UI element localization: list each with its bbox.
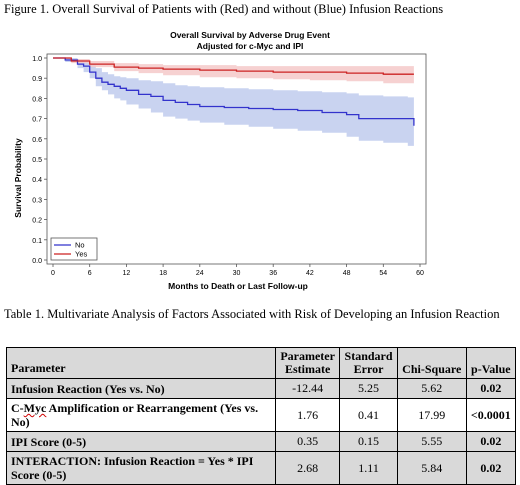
header-estimate: Parameter Estimate (274, 347, 341, 379)
y-tick-label: 0.6 (32, 137, 42, 144)
cell-standard-error: 5.25 (339, 378, 398, 399)
figure-caption: Figure 1. Overall Survival of Patients w… (4, 2, 444, 16)
header-se-line2: Error (353, 362, 384, 376)
y-tick-label: 0.9 (32, 76, 42, 83)
y-tick-label: 0.0 (32, 258, 42, 265)
cell-estimate: 1.76 (274, 398, 341, 432)
row-label: Infusion Reaction (Yes vs. No) (6, 378, 276, 399)
cell-p-value: <0.0001 (465, 398, 517, 432)
x-tick-label: 36 (269, 270, 277, 277)
x-tick-label: 24 (196, 270, 204, 277)
legend-label-yes: Yes (75, 250, 87, 259)
legend-label-no: No (75, 241, 85, 250)
y-tick-label: 0.5 (32, 157, 42, 164)
header-parameter: Parameter (6, 347, 276, 379)
survival-line-no (53, 57, 415, 126)
cell-chi-square: 5.84 (396, 451, 467, 485)
row-label-text-spellcheck: Myc (23, 401, 47, 415)
y-tick-label: 0.1 (32, 238, 42, 245)
cell-p-value: 0.02 (465, 378, 517, 399)
row-label-text: IPI Score (0-5) (11, 434, 87, 449)
y-tick-label: 0.4 (32, 177, 42, 184)
chart-title: Overall Survival by Adverse Drug Event (170, 30, 330, 40)
x-tick-label: 48 (343, 270, 351, 277)
x-tick-label: 6 (88, 270, 92, 277)
cell-chi-square: 5.62 (396, 378, 467, 399)
multivariate-table: Parameter Parameter Estimate Standard Er… (6, 347, 517, 485)
x-tick-label: 18 (159, 270, 167, 277)
confidence-band-no (53, 58, 414, 148)
x-tick-label: 54 (379, 270, 387, 277)
y-tick-label: 0.7 (32, 117, 42, 124)
table-header-row: Parameter Parameter Estimate Standard Er… (6, 347, 517, 379)
row-label-text: Infusion Reaction (Yes vs. No) (11, 381, 165, 396)
header-estimate-line1: Parameter (280, 349, 335, 363)
cell-standard-error: 1.11 (339, 451, 398, 485)
confidence-band-yes (53, 58, 414, 85)
table-row: IPI Score (0-5) 0.35 0.15 5.55 0.02 (6, 431, 517, 452)
table-caption: Table 1. Multivariate Analysis of Factor… (4, 307, 500, 321)
cell-p-value: 0.02 (465, 431, 517, 452)
table-row: C-Myc Amplification or Rearrangement (Ye… (6, 398, 517, 432)
header-standard-error: Standard Error (339, 347, 398, 379)
header-estimate-line2: Estimate (284, 362, 331, 376)
y-axis-label: Survival Probability (13, 138, 23, 218)
table-row: INTERACTION: Infusion Reaction = Yes * I… (6, 451, 517, 485)
x-tick-label: 0 (51, 270, 55, 277)
chart-subtitle: Adjusted for c-Myc and IPI (197, 41, 304, 51)
legend-box (50, 237, 98, 261)
x-tick-label: 30 (233, 270, 241, 277)
y-tick-label: 0.3 (32, 197, 42, 204)
survival-line-yes (53, 57, 414, 75)
cell-standard-error: 0.15 (339, 431, 398, 452)
cell-chi-square: 17.99 (396, 398, 467, 432)
header-se-line1: Standard (344, 349, 393, 363)
row-label: C-Myc Amplification or Rearrangement (Ye… (6, 398, 276, 432)
cell-estimate: 2.68 (274, 451, 341, 485)
survival-chart: Overall Survival by Adverse Drug Event A… (13, 30, 427, 291)
header-chi-square: Chi-Square (396, 347, 467, 379)
y-tick-label: 0.8 (32, 96, 42, 103)
x-tick-label: 42 (306, 270, 314, 277)
row-label-text: Amplification or Rearrangement (Yes vs. … (11, 401, 259, 429)
cell-p-value: 0.02 (465, 451, 517, 485)
row-label: IPI Score (0-5) (6, 431, 276, 452)
row-label-text: INTERACTION: Infusion Reaction = Yes * I… (11, 454, 254, 482)
y-tick-label: 0.2 (32, 218, 42, 225)
y-tick-label: 1.0 (32, 56, 42, 63)
cell-estimate: -12.44 (274, 378, 341, 399)
row-label: INTERACTION: Infusion Reaction = Yes * I… (6, 451, 276, 485)
table-row: Infusion Reaction (Yes vs. No) -12.44 5.… (6, 378, 517, 399)
plot-area: 0.0 0.1 0.2 0.3 0.4 0.5 0.6 0.7 0.8 0.9 1.0 0 6 12 18 2… (32, 53, 427, 277)
x-tick-label: 60 (416, 270, 424, 277)
header-p-value: p-Value (465, 347, 517, 379)
x-tick-label: 12 (123, 270, 131, 277)
x-axis-label: Months to Death or Last Follow-up (168, 281, 308, 291)
cell-standard-error: 0.41 (339, 398, 398, 432)
row-label-text: C- (11, 401, 24, 415)
cell-chi-square: 5.55 (396, 431, 467, 452)
cell-estimate: 0.35 (274, 431, 341, 452)
